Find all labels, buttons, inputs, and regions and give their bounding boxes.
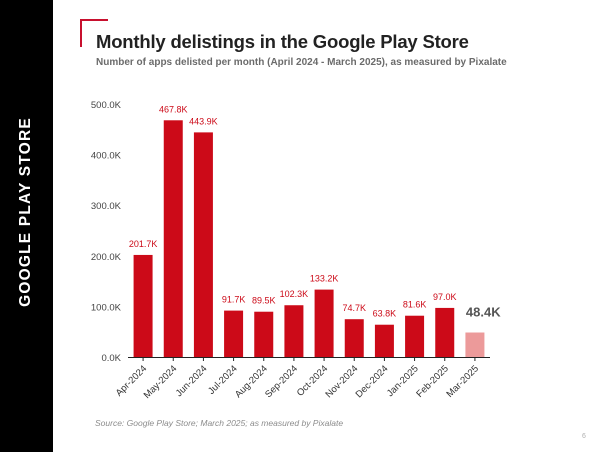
- bar: [224, 310, 244, 357]
- data-label: 102.3K: [280, 289, 309, 299]
- page-number: 6: [582, 433, 586, 440]
- bar: [284, 305, 304, 357]
- x-tick-label: Jun-2024: [174, 363, 210, 399]
- bar: [344, 319, 364, 357]
- data-label: 133.2K: [310, 274, 339, 284]
- x-tick-label: Feb-2025: [414, 363, 451, 400]
- x-tick-label: Mar-2025: [445, 363, 482, 400]
- x-tick-label: Sep-2024: [263, 363, 300, 400]
- data-label: 443.9K: [189, 116, 218, 126]
- bar: [435, 307, 455, 357]
- data-label: 89.5K: [252, 296, 276, 306]
- data-label: 91.7K: [222, 295, 246, 305]
- chart-subtitle: Number of apps delisted per month (April…: [96, 57, 507, 68]
- bar: [193, 132, 213, 357]
- data-label: 467.8K: [159, 104, 188, 114]
- y-tick-label: 300.0K: [91, 201, 122, 212]
- bar: [314, 289, 334, 357]
- data-label: 63.8K: [373, 309, 397, 319]
- data-label: 97.0K: [433, 292, 457, 302]
- bar: [465, 332, 485, 357]
- bar: [374, 324, 394, 357]
- data-label: 74.7K: [342, 303, 366, 313]
- y-tick-label: 100.0K: [91, 302, 122, 313]
- x-tick-label: Dec-2024: [354, 363, 391, 400]
- bar: [254, 311, 274, 357]
- data-label: 81.6K: [403, 300, 427, 310]
- chart-title: Monthly delistings in the Google Play St…: [96, 31, 469, 52]
- side-bar: GOOGLE PLAY STORE: [0, 0, 53, 452]
- y-tick-label: 0.0K: [101, 353, 121, 364]
- y-tick-label: 200.0K: [91, 252, 122, 263]
- bar: [133, 254, 153, 357]
- source-note: Source: Google Play Store; March 2025; a…: [95, 418, 344, 428]
- x-tick-label: May-2024: [142, 363, 180, 401]
- y-tick-label: 400.0K: [91, 151, 122, 162]
- y-tick-label: 500.0K: [91, 100, 122, 111]
- data-label: 201.7K: [129, 239, 158, 249]
- bar: [405, 315, 425, 357]
- data-label: 48.4K: [466, 305, 501, 320]
- bar: [163, 120, 183, 357]
- corner-accent: [80, 19, 108, 47]
